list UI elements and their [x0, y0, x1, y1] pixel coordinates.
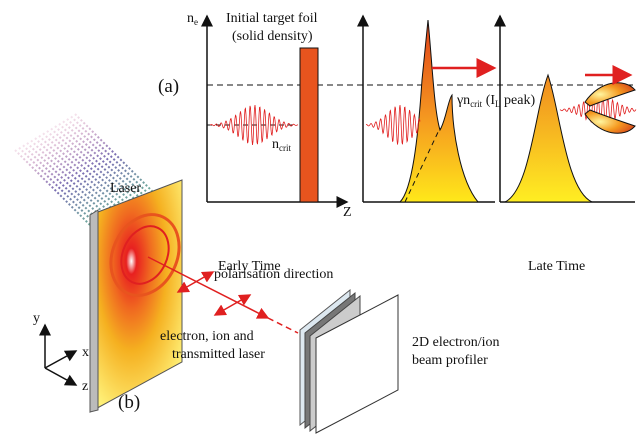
text: peak): [501, 93, 536, 108]
caption: polarisation direction: [214, 267, 333, 282]
polarisation-arrow: [215, 295, 250, 315]
laser-beam: [43, 133, 123, 213]
laser-beam: [19, 148, 99, 228]
text: (I: [482, 93, 495, 108]
laser-beam: [51, 128, 131, 208]
axis: [45, 368, 76, 385]
caption: 2D electron/ion: [412, 335, 499, 350]
laser-beam: [47, 131, 127, 211]
foil-label: Initial target foil: [226, 11, 318, 26]
axis-label: x: [82, 345, 89, 360]
target-foil: [300, 48, 318, 202]
axis-label: ne: [187, 11, 198, 27]
laser-label: Laser: [110, 181, 141, 196]
text: crit: [470, 99, 482, 109]
panel-label: (a): [158, 76, 179, 97]
ion-lobe: [585, 83, 635, 106]
figure: ne Initial target foil (solid density) (…: [0, 0, 637, 439]
panel-label: (b): [118, 392, 140, 413]
caption: electron, ion and: [160, 329, 254, 344]
text: n: [187, 11, 194, 26]
laser-beam: [15, 150, 95, 230]
laser-wave: [366, 105, 420, 145]
panel-a: ne Initial target foil (solid density) (…: [158, 11, 637, 274]
density-profile: [400, 20, 478, 202]
axis-label: Z: [343, 205, 352, 220]
caption: beam profiler: [412, 353, 488, 368]
text: crit: [279, 143, 291, 153]
laser-beam: [39, 136, 119, 216]
ion-lobe: [585, 110, 635, 133]
density-label: ncrit: [272, 137, 291, 153]
laser-beam: [31, 140, 111, 220]
laser-beam: [35, 138, 115, 218]
axis-label: z: [82, 379, 88, 394]
laser-beam: [23, 145, 103, 225]
laser-beam: [27, 143, 107, 223]
caption: transmitted laser: [172, 347, 265, 362]
laser-wave: [210, 105, 298, 145]
density-label: γncrit (IL peak): [456, 93, 535, 109]
text: n: [272, 137, 279, 152]
time-label: Late Time: [528, 259, 585, 274]
beam-line: [268, 318, 298, 333]
plate-edge: [90, 210, 98, 412]
axis-label: y: [33, 311, 40, 326]
foil-label: (solid density): [232, 29, 313, 44]
text: γn: [456, 93, 470, 108]
axis: [45, 351, 76, 368]
text: e: [194, 17, 198, 27]
